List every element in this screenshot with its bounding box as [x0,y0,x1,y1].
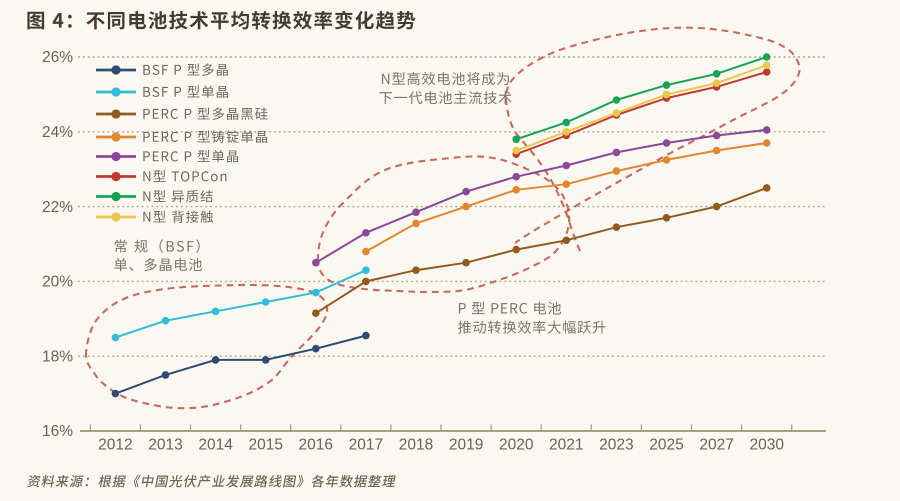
svg-text:2016: 2016 [299,437,333,454]
svg-text:2027: 2027 [699,437,733,454]
svg-text:18%: 18% [42,348,73,365]
svg-text:2014: 2014 [198,437,233,454]
svg-text:2020: 2020 [499,437,534,454]
svg-text:2017: 2017 [349,437,383,454]
svg-text:2023: 2023 [599,437,633,454]
svg-text:22%: 22% [42,199,73,216]
svg-text:16%: 16% [42,423,73,440]
svg-text:2018: 2018 [399,437,433,454]
svg-text:24%: 24% [42,124,73,141]
svg-text:2019: 2019 [449,437,483,454]
svg-text:2015: 2015 [248,437,282,454]
svg-text:2021: 2021 [549,437,583,454]
svg-text:26%: 26% [42,49,73,66]
svg-text:2013: 2013 [148,437,182,454]
svg-text:20%: 20% [42,274,73,291]
svg-text:2025: 2025 [649,437,683,454]
svg-text:2012: 2012 [98,437,132,454]
svg-text:2030: 2030 [749,437,784,454]
